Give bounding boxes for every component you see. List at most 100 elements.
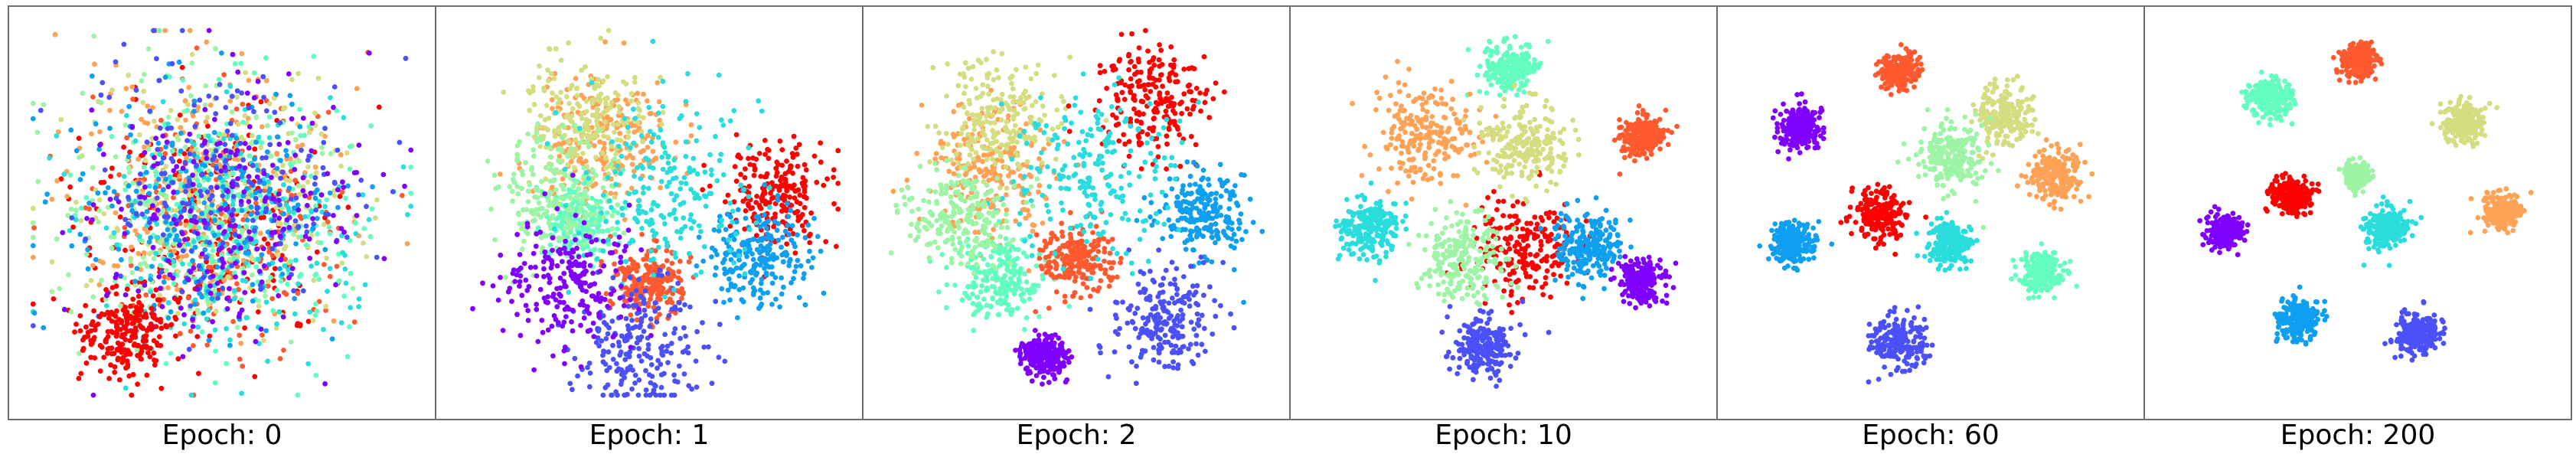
scatter-point — [280, 211, 286, 217]
scatter-point — [325, 171, 331, 177]
scatter-point — [280, 169, 286, 175]
scatter-point — [114, 242, 120, 248]
scatter-point — [374, 254, 380, 260]
scatter-point — [631, 140, 637, 146]
scatter-point — [170, 258, 176, 264]
scatter-point — [761, 246, 766, 251]
scatter-point — [201, 275, 207, 280]
scatter-point — [609, 100, 615, 106]
scatter-point — [130, 296, 136, 302]
scatter-point — [561, 319, 567, 325]
scatter-point — [106, 94, 113, 100]
scatter-point — [762, 181, 768, 188]
scatter-point — [544, 141, 550, 147]
scatter-point — [634, 268, 639, 274]
scatter-point — [749, 267, 756, 273]
scatter-point — [623, 243, 628, 250]
scatter-point — [1031, 223, 1037, 228]
scatter-point — [227, 256, 233, 263]
scatter-point — [622, 392, 627, 398]
scatter-point — [663, 276, 669, 283]
scatter-point — [254, 174, 260, 180]
scatter-point — [1033, 99, 1039, 105]
scatter-point — [709, 254, 714, 260]
scatter-point — [612, 241, 618, 247]
scatter-point — [182, 98, 188, 104]
scatter-point — [171, 190, 177, 195]
scatter-point — [971, 164, 978, 170]
scatter-point — [154, 235, 160, 240]
scatter-point — [139, 78, 145, 83]
scatter-point — [615, 163, 621, 169]
scatter-point — [192, 297, 198, 303]
scatter-point — [227, 342, 233, 348]
scatter-point — [144, 139, 150, 145]
scatter-point — [168, 322, 174, 328]
scatter-point — [194, 155, 201, 161]
scatter-point — [140, 254, 146, 260]
scatter-point — [138, 194, 144, 200]
scatter-point — [792, 269, 798, 275]
scatter-point — [566, 40, 571, 46]
scatter-point — [30, 323, 36, 328]
scatter-point — [652, 309, 658, 314]
scatter-point — [609, 250, 615, 256]
scatter-point — [347, 144, 353, 150]
scatter-point — [263, 328, 269, 334]
scatter-point — [195, 324, 201, 330]
scatter-point — [263, 108, 269, 114]
scatter-point — [769, 180, 775, 186]
scatter-point — [490, 283, 496, 289]
scatter-point — [107, 107, 113, 113]
scatter-point — [723, 199, 728, 204]
scatter-point — [153, 250, 159, 256]
scatter-point — [208, 171, 214, 178]
scatter-point — [273, 91, 279, 97]
scatter-point — [785, 214, 792, 220]
scatter-point — [302, 214, 308, 220]
scatter-point — [534, 306, 540, 312]
scatter-point — [999, 91, 1005, 97]
scatter-point — [155, 146, 161, 152]
scatter-point — [963, 83, 968, 90]
scatter-point — [579, 67, 585, 73]
scatter-point — [556, 235, 562, 241]
scatter-point — [713, 265, 719, 271]
scatter-point — [163, 361, 169, 367]
scatter-point — [643, 367, 648, 374]
scatter-point — [314, 249, 320, 255]
scatter-point — [186, 277, 191, 283]
scatter-point — [250, 272, 255, 278]
scatter-point — [224, 89, 230, 95]
scatter-point — [566, 207, 571, 213]
scatter-point — [224, 296, 230, 302]
scatter-point — [158, 325, 165, 332]
scatter-point — [149, 263, 155, 269]
scatter-point — [586, 143, 593, 149]
scatter-point — [589, 239, 595, 245]
scatter-point — [524, 220, 531, 227]
scatter-point — [250, 162, 256, 168]
scatter-point — [154, 221, 160, 227]
scatter-point — [44, 191, 50, 198]
scatter-point — [189, 197, 195, 202]
scatter-point — [597, 99, 603, 105]
scatter-point — [303, 223, 309, 229]
scatter-point — [733, 132, 739, 138]
scatter-point — [593, 172, 599, 178]
scatter-point — [243, 70, 249, 76]
scatter-point — [242, 325, 247, 331]
scatter-point — [132, 228, 139, 234]
scatter-point — [126, 169, 132, 175]
scatter-point — [736, 253, 742, 259]
scatter-point — [159, 210, 165, 216]
scatter-point — [266, 209, 273, 215]
scatter-point — [255, 167, 261, 173]
scatter-point — [167, 233, 172, 238]
scatter-point — [284, 178, 289, 183]
scatter-point — [295, 183, 302, 189]
scatter-point — [274, 287, 280, 293]
scatter-point — [222, 214, 228, 220]
scatter-point — [492, 237, 498, 243]
scatter-point — [621, 230, 627, 236]
